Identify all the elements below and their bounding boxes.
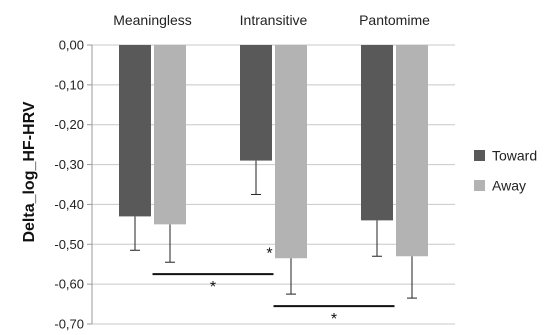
y-tick-label: 0,00: [59, 38, 84, 53]
category-label: Pantomime: [359, 12, 430, 28]
legend-label-toward: Toward: [492, 148, 537, 164]
y-axis-label: Delta_log_HF-HRV: [21, 101, 38, 242]
y-tick-label: -0,60: [54, 277, 84, 292]
significance-star: *: [210, 279, 216, 296]
y-tick-label: -0,20: [54, 117, 84, 132]
significance-annotations: * * *: [152, 245, 395, 328]
significance-star: *: [331, 311, 337, 328]
y-tick-label: -0,50: [54, 237, 84, 252]
gridlines: [92, 44, 455, 325]
bar-toward: [240, 45, 272, 161]
bar-away: [396, 45, 428, 257]
category-label: Intransitive: [240, 12, 308, 28]
y-tick-label: -0,40: [54, 197, 84, 212]
y-tick-label: -0,70: [54, 317, 84, 332]
significance-star: *: [266, 245, 272, 262]
category-label: Meaningless: [113, 12, 192, 28]
bar-away: [275, 45, 307, 259]
bar-toward: [119, 45, 151, 217]
bars: [119, 45, 428, 259]
legend-label-away: Away: [492, 178, 526, 194]
legend: Toward Away: [474, 148, 537, 194]
error-bars: [130, 160, 417, 299]
category-labels: Meaningless Intransitive Pantomime: [113, 12, 430, 28]
bar-away: [154, 45, 186, 225]
y-tick-label: -0,10: [54, 77, 84, 92]
legend-swatch-away: [474, 180, 485, 191]
y-axis: 0,00 -0,10 -0,20 -0,30 -0,40 -0,50 -0,60 -0,70: [54, 38, 93, 332]
bar-toward: [361, 45, 393, 221]
legend-swatch-toward: [474, 150, 485, 161]
y-tick-label: -0,30: [54, 157, 84, 172]
